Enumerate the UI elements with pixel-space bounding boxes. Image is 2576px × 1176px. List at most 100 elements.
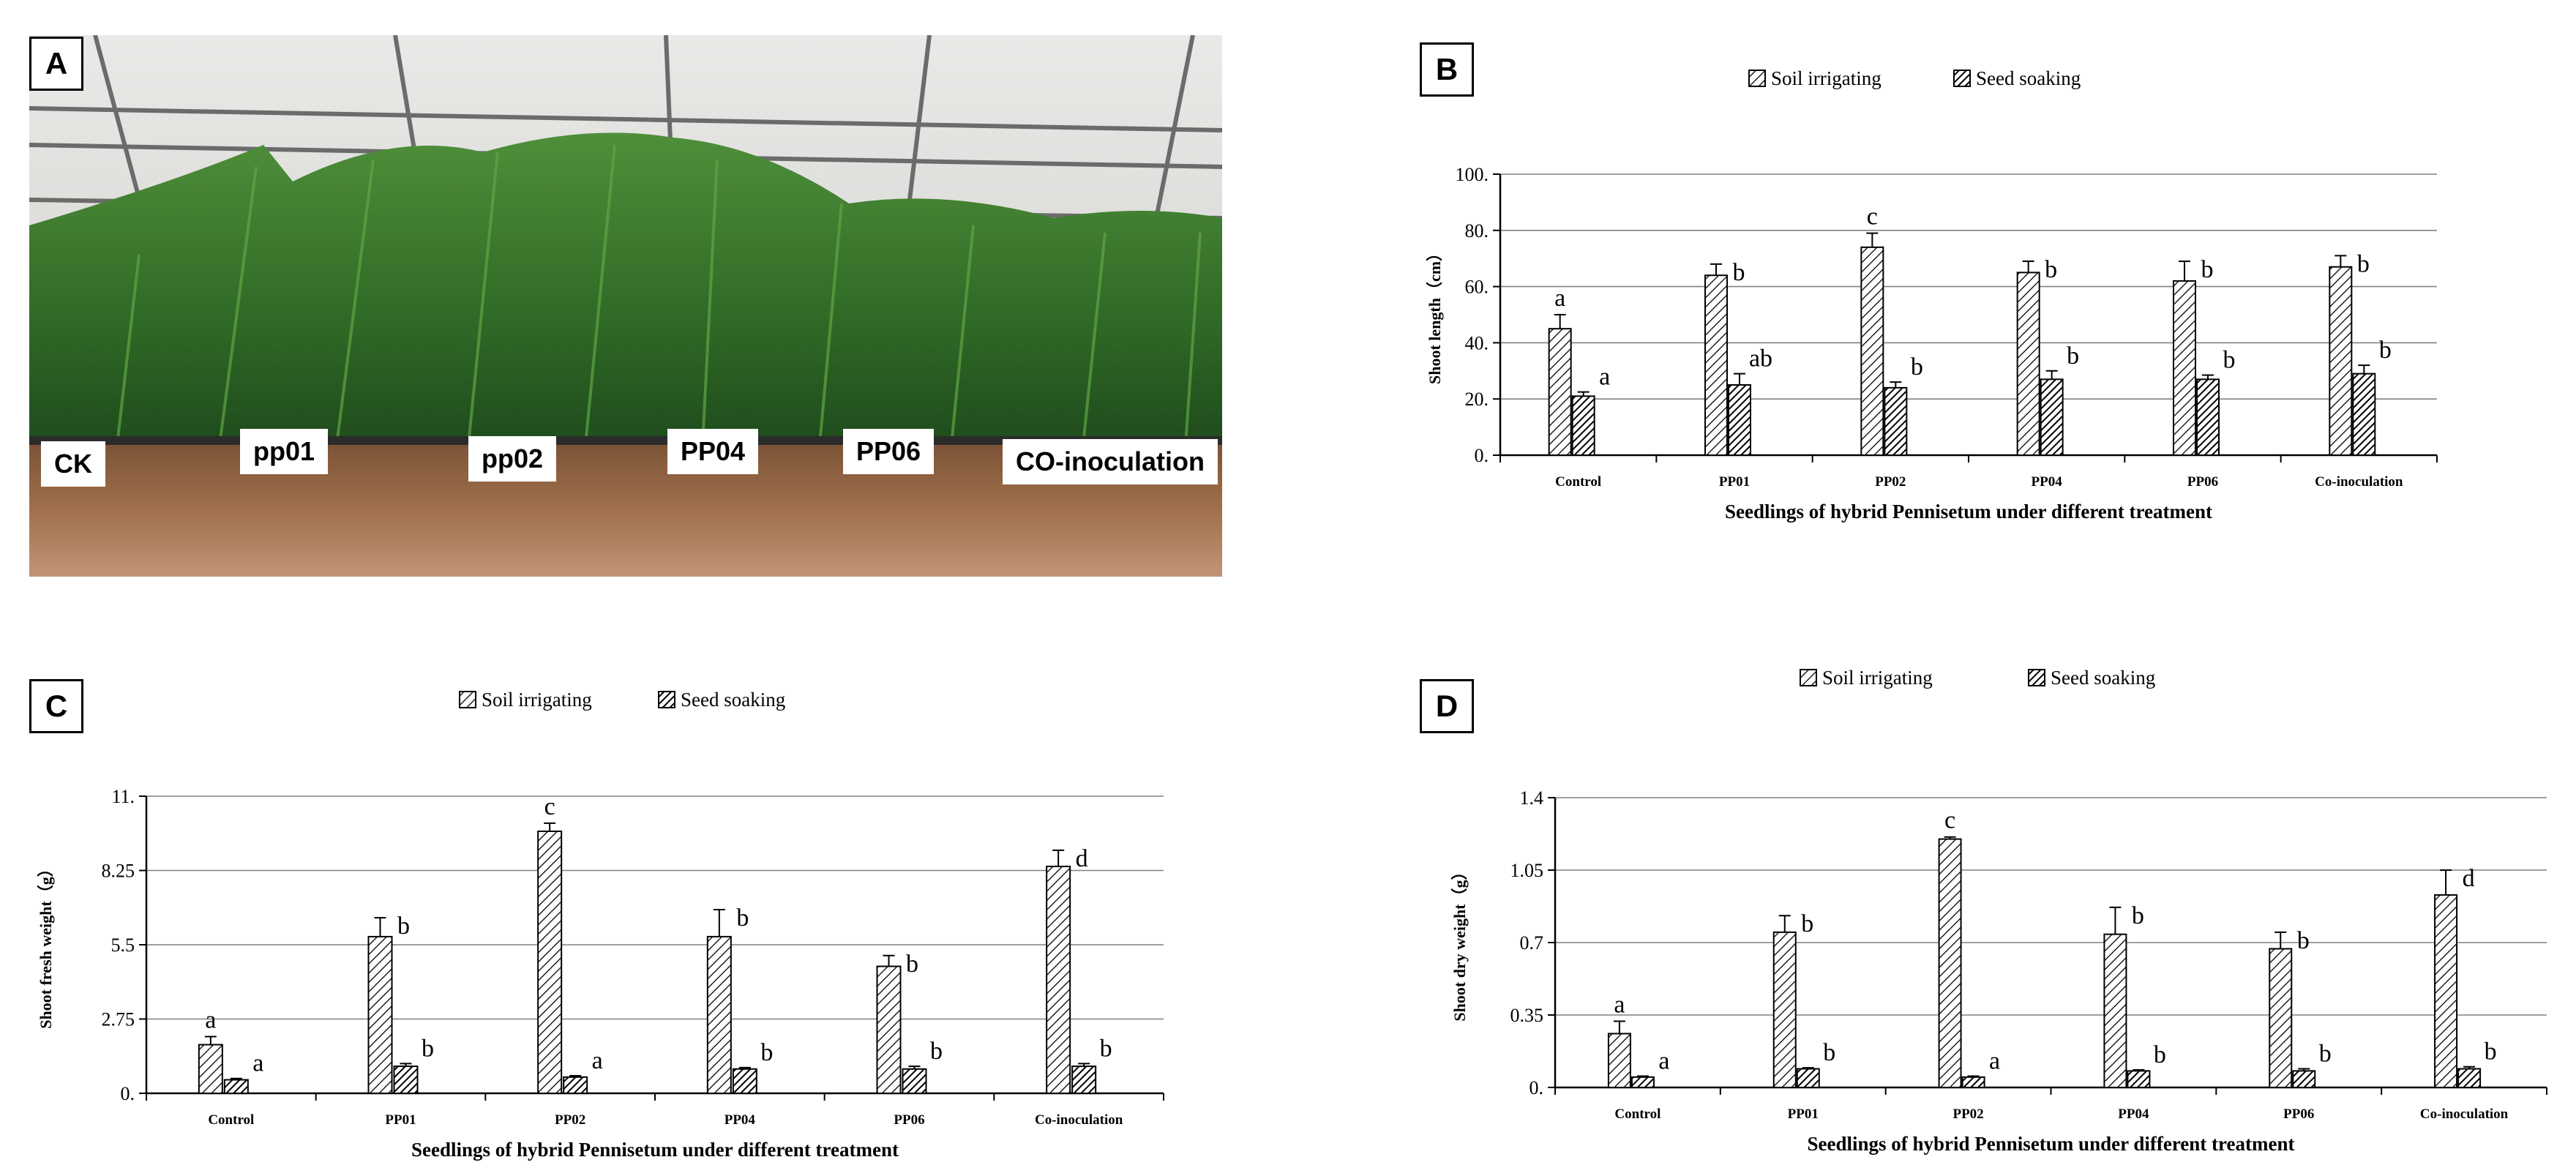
chart-d-letter: b xyxy=(2297,927,2310,954)
chart-b-bar-seed-1 xyxy=(1728,384,1751,456)
chart-d-letter: b xyxy=(1801,910,1813,937)
chart-b-ytick-label: 0. xyxy=(1475,445,1489,466)
chart-b-ytick-label: 40. xyxy=(1465,332,1489,353)
chart-b-bar-soil-5 xyxy=(2329,266,2353,456)
chart-c-bar-soil-2 xyxy=(537,830,563,1094)
chart-b-bar-seed-5 xyxy=(2352,372,2376,457)
chart-b-letter: b xyxy=(2045,256,2057,283)
chart-b-bar-seed-4 xyxy=(2196,378,2220,457)
chart-c-bar-soil-3 xyxy=(706,935,732,1094)
chart-b-bar-soil-1 xyxy=(1704,274,1728,456)
chart-c-bar-seed-4 xyxy=(902,1068,927,1095)
chart-d-xlabel: Seedlings of hybrid Pennisetum under dif… xyxy=(1808,1133,2295,1155)
chart-c-category-label-2: PP02 xyxy=(555,1112,585,1128)
photo-label-pp06: PP06 xyxy=(843,429,935,474)
chart-c-ytick-label: 11. xyxy=(111,786,135,807)
chart-c-letter: b xyxy=(1100,1035,1112,1062)
chart-d-letter: b xyxy=(1823,1039,1835,1066)
panel-b-label: B xyxy=(1420,42,1474,97)
chart-b-bar-seed-3 xyxy=(2040,378,2064,457)
chart-b-letter: b xyxy=(2223,347,2236,374)
chart-d-category-label-5: Co-inoculation xyxy=(2420,1106,2509,1122)
chart-b-xlabel: Seedlings of hybrid Pennisetum under dif… xyxy=(1725,501,2212,523)
chart-d-letter: a xyxy=(1614,991,1625,1018)
chart-d-bar-soil-3 xyxy=(2103,933,2127,1088)
chart-d-bar-seed-4 xyxy=(2292,1070,2316,1089)
chart-d-letter: a xyxy=(1989,1047,2000,1074)
chart-d-legend-swatch-0 xyxy=(1800,669,1817,686)
chart-d-category-label-1: PP01 xyxy=(1788,1106,1819,1122)
chart-d-bar-seed-2 xyxy=(1961,1076,1985,1089)
chart-d-ytick-label: 0.7 xyxy=(1520,932,1544,954)
chart-d-bar-seed-1 xyxy=(1796,1068,1820,1088)
chart-c-bar-seed-3 xyxy=(732,1068,757,1095)
chart-c-bar-soil-1 xyxy=(367,935,393,1094)
chart-b-letter: b xyxy=(2201,256,2214,283)
chart-c-legend-label-1: Seed soaking xyxy=(681,689,785,711)
chart-c-bar-soil-0 xyxy=(198,1044,223,1094)
chart-c-ytick-label: 2.75 xyxy=(102,1009,135,1030)
chart-c-letter: b xyxy=(930,1038,943,1065)
chart-b-ytick-label: 100. xyxy=(1456,164,1489,185)
chart-b-letter: a xyxy=(1554,285,1565,312)
chart-c-bar-seed-2 xyxy=(563,1076,588,1094)
chart-d-ytick-label: 1.4 xyxy=(1520,787,1544,809)
chart-b-bar-soil-4 xyxy=(2173,280,2196,457)
chart-d-ylabel: Shoot dry weight（g） xyxy=(1450,864,1469,1021)
chart-c-bar-seed-0 xyxy=(223,1079,249,1094)
chart-d-letter: b xyxy=(2154,1041,2166,1068)
chart-c-letter: b xyxy=(760,1039,773,1066)
chart-c-category-label-4: PP06 xyxy=(894,1112,924,1128)
panel-d-label: D xyxy=(1420,679,1474,733)
chart-d-bar-soil-0 xyxy=(1607,1033,1631,1089)
chart-c-bar-soil-5 xyxy=(1046,865,1071,1094)
greenhouse-photo-drawing xyxy=(29,34,1223,577)
panel-a-label: A xyxy=(29,37,83,91)
chart-b-bar-soil-0 xyxy=(1548,328,1572,457)
chart-d-legend-label-1: Seed soaking xyxy=(2051,667,2155,689)
chart-c-ytick-label: 5.5 xyxy=(111,935,135,956)
panel-c-label: C xyxy=(29,679,83,733)
chart-d-bar-seed-5 xyxy=(2457,1068,2482,1088)
chart-c-ylabel: Shoot fresh weight（g） xyxy=(37,861,55,1028)
chart-d-bar-soil-1 xyxy=(1772,931,1797,1089)
chart-b-ytick-label: 80. xyxy=(1465,220,1489,241)
chart-c-letter: d xyxy=(1076,845,1088,872)
chart-b-legend-swatch-1 xyxy=(1953,70,1971,87)
chart-b-bar-seed-2 xyxy=(1884,386,1908,457)
photo-label-ck: CK xyxy=(41,441,105,487)
photo-label-pp01: pp01 xyxy=(240,429,329,474)
chart-d-letter: b xyxy=(2485,1038,2497,1065)
chart-b-category-label-5: Co-inoculation xyxy=(2315,474,2403,490)
chart-b-ytick-label: 60. xyxy=(1465,277,1489,298)
chart-d-legend-swatch-1 xyxy=(2028,669,2045,686)
chart-c-bar-seed-5 xyxy=(1071,1065,1097,1095)
chart-b-letter: b xyxy=(1733,259,1745,286)
chart-d-category-label-3: PP04 xyxy=(2118,1106,2149,1122)
chart-c-category-label-5: Co-inoculation xyxy=(1035,1112,1123,1128)
photo-label-pp02: pp02 xyxy=(468,436,557,482)
chart-b-bar-soil-2 xyxy=(1860,246,1884,456)
chart-b-category-label-4: PP06 xyxy=(2187,474,2218,490)
chart-d-ytick-label: 0. xyxy=(1530,1077,1544,1098)
chart-b-legend-label-0: Soil irrigating xyxy=(1771,67,1882,89)
chart-b-letter: b xyxy=(2379,337,2392,364)
chart-c-category-label-3: PP04 xyxy=(724,1112,756,1128)
chart-d-letter: a xyxy=(1658,1047,1669,1074)
chart-d-ytick-label: 0.35 xyxy=(1510,1005,1544,1026)
chart-c-bar-soil-4 xyxy=(876,965,902,1094)
chart-c-letter: b xyxy=(422,1035,434,1062)
chart-d-ytick-label: 1.05 xyxy=(1510,860,1544,881)
chart-d-letter: b xyxy=(2132,902,2144,929)
photo-label-co-inoculation: CO-inoculation xyxy=(1003,439,1218,484)
chart-b-letter: c xyxy=(1867,203,1878,231)
chart-b-category-label-2: PP02 xyxy=(1875,474,1906,490)
chart-b-letter: a xyxy=(1599,364,1610,391)
chart-c-ytick-label: 8.25 xyxy=(102,861,135,882)
chart-c-legend-swatch-0 xyxy=(459,691,476,708)
chart-b-legend-swatch-0 xyxy=(1748,70,1766,87)
chart-b-category-label-0: Control xyxy=(1555,474,1601,490)
chart-b-category-label-3: PP04 xyxy=(2032,474,2063,490)
chart-d-letter: b xyxy=(2319,1041,2332,1068)
